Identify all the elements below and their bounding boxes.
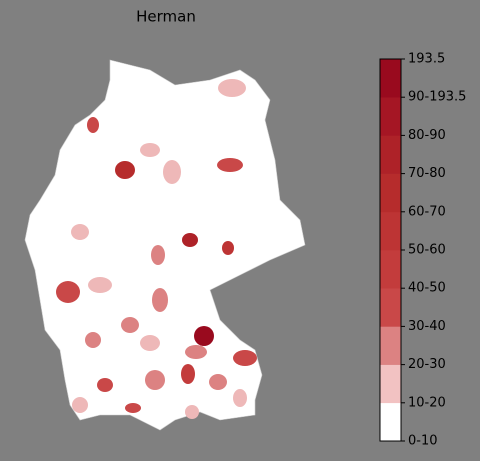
colorbar-segment	[380, 97, 401, 136]
district	[87, 117, 99, 133]
district	[145, 370, 165, 390]
colorbar-label: 193.5	[408, 52, 445, 67]
colorbar-segment	[380, 364, 401, 404]
colorbar-label: 80-90	[408, 128, 446, 143]
district	[97, 378, 113, 392]
district	[218, 79, 246, 97]
colorbar-label: 20-30	[408, 357, 446, 372]
map-title: Herman	[136, 8, 196, 26]
colorbar-label: 0-10	[408, 434, 438, 449]
district	[181, 364, 195, 384]
district	[71, 224, 89, 240]
district	[233, 389, 247, 407]
district	[72, 397, 88, 413]
district	[194, 326, 214, 346]
district	[152, 288, 168, 312]
colorbar-label: 10-20	[408, 395, 446, 410]
colorbar-segment	[380, 326, 401, 365]
district	[151, 245, 165, 265]
colorbar-label: 50-60	[408, 243, 446, 258]
district	[88, 277, 112, 293]
district	[209, 374, 227, 390]
district	[125, 403, 141, 413]
colorbar-label: 60-70	[408, 204, 446, 219]
colorbar-segment	[380, 402, 401, 442]
district	[115, 161, 135, 179]
colorbar: 0-10 10-20 20-30 30-40 40-50 50-60 60-70 70-80 8…	[379, 52, 466, 449]
district	[163, 160, 181, 184]
district	[56, 281, 80, 303]
colorbar-segment	[380, 135, 401, 174]
germany-map	[24, 59, 306, 431]
colorbar-segment	[380, 250, 401, 289]
district	[233, 350, 257, 366]
district	[140, 143, 160, 157]
district	[222, 241, 234, 255]
district-shading	[56, 79, 257, 419]
colorbar-label: 40-50	[408, 281, 446, 296]
colorbar-label: 70-80	[408, 166, 446, 181]
district	[185, 345, 207, 359]
colorbar-label: 90-193.5	[408, 90, 466, 105]
district	[121, 317, 139, 333]
district	[182, 233, 198, 247]
colorbar-segment	[380, 59, 401, 98]
district	[85, 332, 101, 348]
district	[140, 335, 160, 351]
district	[217, 158, 243, 172]
colorbar-segment	[380, 288, 401, 327]
colorbar-segment	[380, 173, 401, 213]
colorbar-segment	[380, 211, 401, 251]
colorbar-label: 30-40	[408, 319, 446, 334]
district	[185, 405, 199, 419]
